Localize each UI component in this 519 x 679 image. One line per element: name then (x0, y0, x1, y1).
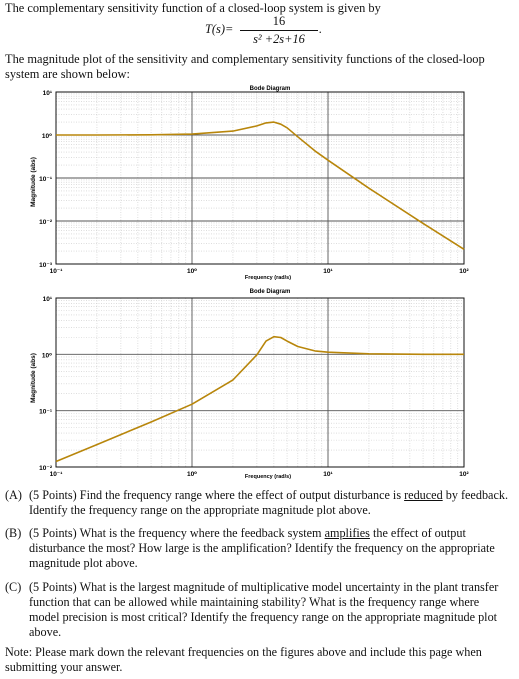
transfer-function-fraction: 16 s² +2s+16 (240, 14, 318, 47)
plot2-grid (55, 297, 465, 468)
plot1-xtick-label: 10⁰ (187, 268, 197, 275)
question-a: (A) (5 Points) Find the frequency range … (5, 488, 510, 518)
intro-line-2: The magnitude plot of the sensitivity an… (5, 52, 485, 66)
plot2-xtick-label: 10² (459, 471, 469, 478)
question-a-text-end: by feedback. Identify the frequency rang… (29, 488, 508, 517)
plot2-xtick-label: 10⁰ (187, 471, 197, 478)
plot1-xtick-label: 10² (459, 268, 469, 275)
plot2-xtick-label: 10⁻¹ (50, 471, 63, 478)
plot1-xtick-label: 10⁻¹ (50, 268, 63, 275)
question-c: (C) (5 Points) What is the largest magni… (5, 580, 510, 640)
plot1-xlabel: Frequency (rad/s) (245, 275, 291, 281)
plot2-ylabel: Magnitude (abs) (30, 353, 37, 403)
plot2-title: Bode Diagram (250, 289, 291, 295)
question-a-text: (5 Points) Find the frequency range wher… (29, 488, 405, 502)
intro-line-3: system are shown below: (5, 67, 130, 81)
question-c-label: (C) (5, 580, 22, 594)
question-b-text-end: the effect of output disturbance the mos… (29, 526, 495, 570)
plot1-ylabel: Magnitude (abs) (30, 157, 37, 207)
plot2-magnitude-curve (55, 335, 464, 463)
plot1-frame (55, 91, 465, 265)
plot2-frame (55, 297, 465, 468)
plot2-xlabel: Frequency (rad/s) (245, 474, 291, 480)
question-b-text: (5 Points) What is the frequency where t… (29, 526, 325, 540)
plot1-ytick-label: 10⁻² (39, 219, 53, 226)
sensitivity-bode-plot: Bode Diagram Magnitude (abs) Frequency (… (30, 86, 470, 281)
transfer-function-lhs: T(s)= (205, 22, 234, 36)
plot1-xtick-label: 10¹ (323, 268, 332, 275)
plot2-ytick-label: 10⁻¹ (39, 409, 52, 416)
plot2-xtick-label: 10¹ (323, 471, 332, 478)
plot2-ytick-label: 10⁰ (42, 352, 52, 359)
plot2-ytick-label: 10⁻² (39, 465, 53, 472)
plot2-ytick-label: 10¹ (43, 296, 52, 303)
plot1-ytick-label: 10⁻¹ (39, 176, 52, 183)
note: Note: Please mark down the relevant freq… (5, 645, 482, 674)
complementary-sensitivity-bode-plot: Bode Diagram Magnitude (abs) Frequency (… (30, 289, 470, 480)
intro-line-1: The complementary sensitivity function o… (5, 1, 381, 15)
question-b-emphasis: amplifies (324, 526, 370, 540)
plot1-ytick-label: 10¹ (43, 90, 52, 97)
question-c-text: (5 Points) What is the largest magnitude… (29, 580, 499, 639)
question-b: (B) (5 Points) What is the frequency whe… (5, 526, 510, 571)
transfer-function-denominator: s² +2s+16 (253, 32, 305, 46)
question-a-label: (A) (5, 488, 22, 502)
question-b-label: (B) (5, 526, 22, 540)
plot1-ytick-label: 10⁻³ (39, 262, 53, 269)
question-a-emphasis: reduced (404, 488, 443, 502)
plot1-magnitude-curve (56, 121, 465, 250)
plot1-ytick-label: 10⁰ (42, 133, 52, 140)
plot1-grid (55, 91, 465, 265)
plot1-title: Bode Diagram (250, 86, 291, 92)
transfer-function-numerator: 16 (240, 14, 318, 31)
transfer-function-period: . (319, 22, 323, 36)
